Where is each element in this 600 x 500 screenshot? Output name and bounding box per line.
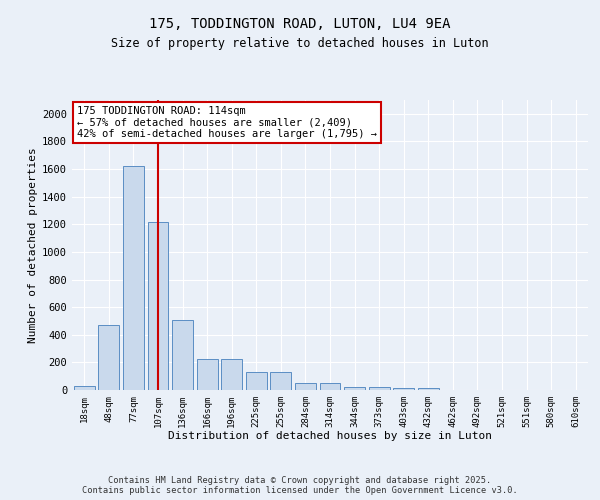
Bar bbox=[246, 372, 267, 390]
Bar bbox=[197, 359, 218, 390]
Bar bbox=[368, 386, 389, 390]
Bar bbox=[418, 388, 439, 390]
Y-axis label: Number of detached properties: Number of detached properties bbox=[28, 147, 38, 343]
Text: Contains HM Land Registry data © Crown copyright and database right 2025.
Contai: Contains HM Land Registry data © Crown c… bbox=[82, 476, 518, 495]
Text: Size of property relative to detached houses in Luton: Size of property relative to detached ho… bbox=[111, 38, 489, 51]
X-axis label: Distribution of detached houses by size in Luton: Distribution of detached houses by size … bbox=[168, 432, 492, 442]
Bar bbox=[320, 383, 340, 390]
Bar bbox=[221, 359, 242, 390]
Text: 175 TODDINGTON ROAD: 114sqm
← 57% of detached houses are smaller (2,409)
42% of : 175 TODDINGTON ROAD: 114sqm ← 57% of det… bbox=[77, 106, 377, 139]
Bar bbox=[98, 325, 119, 390]
Bar bbox=[172, 320, 193, 390]
Text: 175, TODDINGTON ROAD, LUTON, LU4 9EA: 175, TODDINGTON ROAD, LUTON, LU4 9EA bbox=[149, 18, 451, 32]
Bar bbox=[148, 222, 169, 390]
Bar bbox=[74, 386, 95, 390]
Bar bbox=[393, 388, 414, 390]
Bar bbox=[295, 383, 316, 390]
Bar bbox=[344, 386, 365, 390]
Bar bbox=[123, 166, 144, 390]
Bar bbox=[271, 372, 292, 390]
